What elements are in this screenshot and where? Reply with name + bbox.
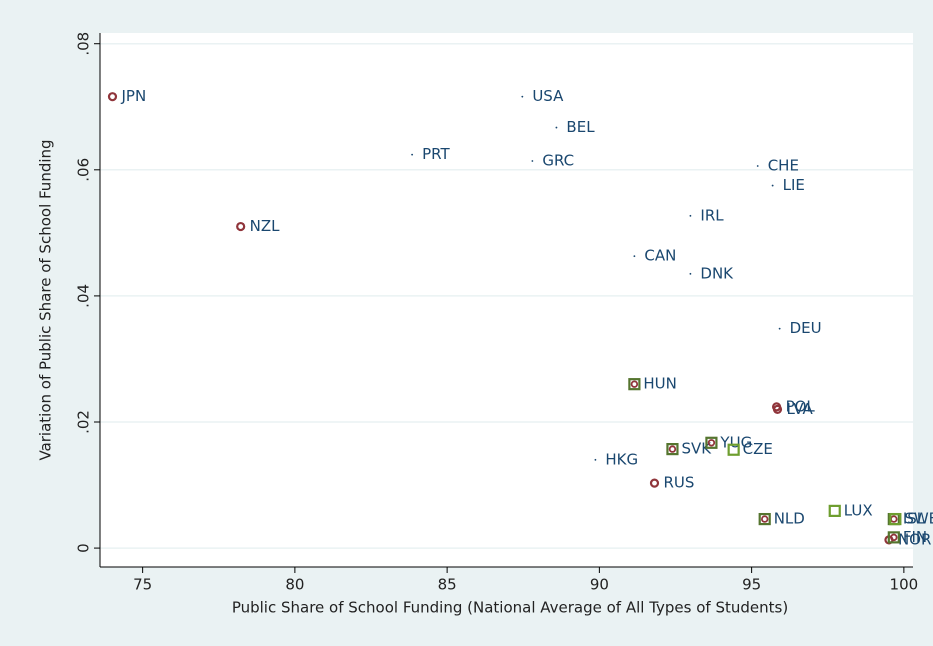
point-inner	[707, 439, 716, 447]
point	[828, 504, 841, 517]
point-inner	[761, 515, 769, 523]
y-tick-label: .06	[75, 158, 93, 182]
y-tick-label: .02	[75, 410, 93, 434]
point-label: HKG	[605, 450, 638, 468]
point-label: USA	[532, 87, 564, 105]
point-label: DEU	[790, 319, 822, 337]
point	[887, 531, 900, 544]
point-label: HUN	[643, 375, 676, 393]
point-label: DNK	[700, 264, 734, 282]
point-label: LUX	[844, 501, 873, 519]
point-label: GRC	[542, 151, 574, 169]
point-label: CZE	[743, 440, 773, 458]
y-tick-label: 0	[75, 543, 93, 553]
point	[236, 221, 246, 232]
point-inner	[668, 445, 677, 453]
point	[411, 153, 414, 156]
point	[756, 165, 759, 167]
point	[705, 436, 718, 449]
point-label: SVK	[681, 440, 712, 458]
point-label: CHE	[768, 157, 799, 175]
point-label: FIN	[903, 528, 927, 546]
point	[531, 160, 534, 162]
x-tick-label: 75	[133, 576, 152, 594]
point-label: LIE	[783, 176, 805, 194]
point	[107, 92, 118, 102]
y-tick-label: .08	[75, 32, 93, 56]
point-label: NOR	[898, 530, 931, 548]
point	[555, 126, 558, 129]
point-inner	[890, 533, 898, 542]
point	[771, 184, 774, 187]
y-tick-label: .04	[75, 284, 93, 308]
point-label: RUS	[663, 474, 694, 492]
point-label: IRL	[700, 206, 724, 224]
point-label: SWE	[904, 510, 933, 528]
x-tick-label: 95	[742, 576, 761, 594]
point-label: JPN	[120, 87, 146, 105]
x-tick-label: 80	[285, 576, 304, 594]
point-label: POL	[786, 397, 816, 415]
point	[889, 512, 902, 526]
point-inner	[630, 380, 639, 388]
plot-area	[100, 33, 913, 567]
point	[778, 327, 781, 330]
point	[594, 458, 597, 461]
point	[666, 443, 679, 456]
point-label: LVA	[787, 400, 814, 418]
point	[649, 478, 660, 488]
x-axis-title: Public Share of School Funding (National…	[232, 599, 788, 617]
point-label: PRT	[422, 145, 450, 163]
point-label: NZL	[250, 217, 280, 235]
x-tick-label: 100	[890, 576, 919, 594]
point	[772, 404, 783, 414]
point	[758, 512, 771, 526]
point	[689, 272, 692, 275]
point	[689, 214, 692, 217]
point-label: CAN	[644, 247, 676, 265]
point	[628, 378, 641, 391]
point-label: ISL	[903, 510, 926, 528]
y-axis-title: Variation of Public Share of School Fund…	[37, 139, 55, 460]
point	[727, 443, 740, 456]
x-tick-label: 90	[590, 576, 609, 594]
point	[633, 255, 636, 258]
point	[521, 95, 524, 98]
x-tick-label: 85	[438, 576, 457, 594]
point-label: BEL	[566, 118, 595, 136]
point-label: NLD	[774, 510, 805, 528]
